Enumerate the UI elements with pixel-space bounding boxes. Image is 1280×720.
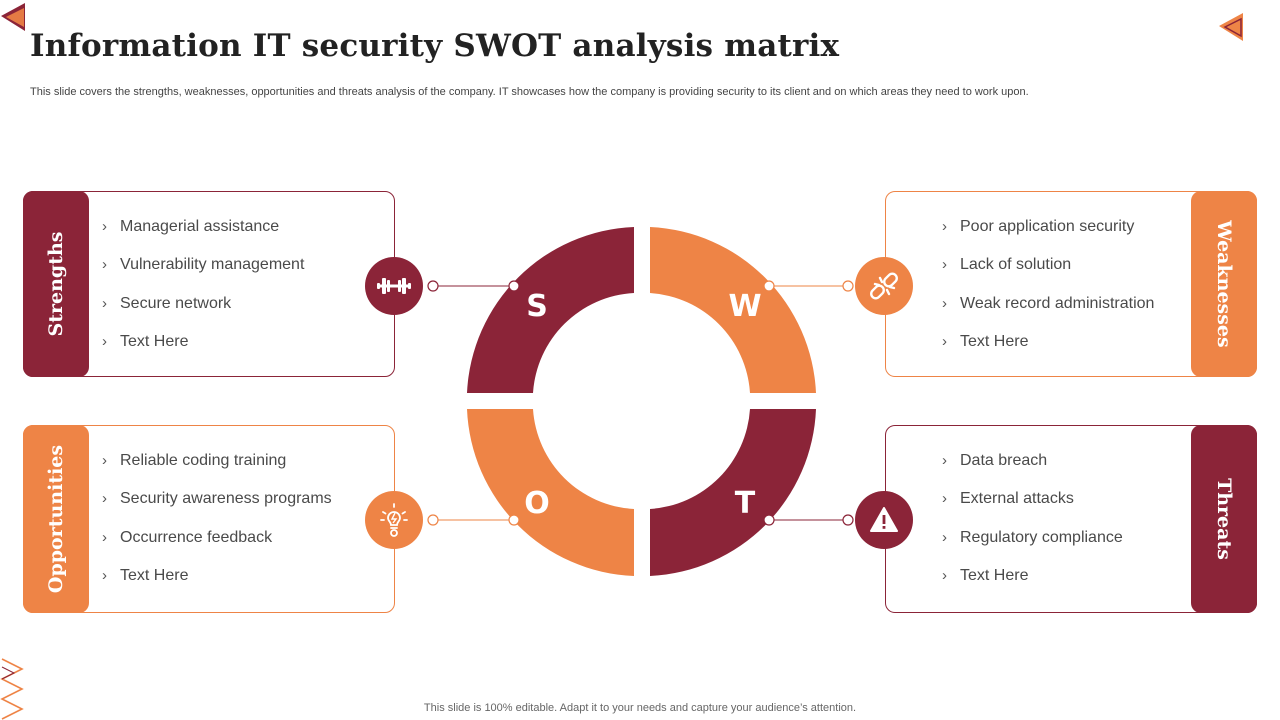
footer-note: This slide is 100% editable. Adapt it to… (423, 702, 857, 714)
threats-tab: Threats (1191, 425, 1257, 613)
strengths-label: Strengths (45, 231, 67, 337)
segment-o (467, 409, 634, 576)
chevron-right-icon: › (942, 256, 947, 274)
connector-weaknesses (763, 280, 854, 292)
weaknesses-tab: Weaknesses (1191, 191, 1257, 377)
chevron-right-icon: › (102, 566, 107, 584)
chevron-right-icon: › (942, 566, 947, 584)
chevron-right-icon: › (102, 294, 107, 312)
threats-card: Threats › Data breach › External attacks ›… (885, 425, 1257, 613)
chevron-right-icon: › (102, 332, 107, 350)
list-item: › Managerial assistance (102, 218, 280, 235)
letter-t: T (735, 486, 756, 521)
list-item: › Reliable coding training (102, 452, 287, 469)
chevron-right-icon: › (942, 528, 947, 546)
list-item: › Regulatory compliance (942, 528, 1123, 546)
list-item: › Text Here (102, 332, 189, 350)
list-item: › Text Here (942, 332, 1029, 350)
weaknesses-card: Weaknesses › Poor application security › L… (885, 191, 1257, 377)
weaknesses-list: › Poor application security › Lack of solu… (942, 218, 1154, 371)
list-item: › Poor application security (942, 218, 1135, 235)
list-item: › Weak record administration (942, 294, 1155, 312)
connector-strengths (427, 280, 520, 292)
strengths-tab: Strengths (23, 191, 89, 377)
list-item: › Text Here (942, 566, 1029, 584)
warning-icon (855, 491, 913, 549)
segment-s (467, 227, 634, 393)
opportunities-list: › Reliable coding training › Security awar… (102, 452, 332, 605)
weaknesses-label: Weaknesses (1213, 220, 1235, 348)
chevron-right-icon: › (942, 490, 947, 508)
broken-link-icon (855, 257, 913, 315)
corner-triangle-top-left (1, 3, 25, 31)
chevron-right-icon: › (102, 452, 107, 469)
connector-opportunities (427, 514, 520, 526)
threats-list: › Data breach › External attacks › Regulato… (942, 452, 1123, 605)
threats-label: Threats (1213, 478, 1235, 560)
letter-s: S (526, 289, 548, 324)
chevron-right-icon: › (102, 256, 107, 274)
letter-w: W (728, 289, 761, 324)
dumbbell-icon (365, 257, 423, 315)
chevron-right-icon: › (102, 528, 107, 546)
connector-threats (763, 514, 854, 526)
corner-triangle-top-right (1219, 13, 1243, 41)
list-item: › Occurrence feedback (102, 528, 273, 546)
segment-w (650, 227, 816, 393)
chevron-right-icon: › (102, 490, 107, 508)
list-item: › Data breach (942, 452, 1048, 469)
list-item: › Secure network (102, 294, 232, 312)
lightbulb-gear-icon (365, 491, 423, 549)
list-item: › Security awareness programs (102, 490, 332, 508)
page-title: Information IT security SWOT analysis ma… (30, 28, 840, 64)
opportunities-label: Opportunities (45, 444, 67, 594)
list-item: › Vulnerability management (102, 256, 305, 274)
list-item: › External attacks (942, 490, 1074, 508)
chevron-right-icon: › (102, 218, 107, 235)
page-subtitle: This slide covers the strengths, weaknes… (30, 86, 1029, 98)
chevron-right-icon: › (942, 452, 947, 469)
chevron-right-icon: › (942, 332, 947, 350)
strengths-card: Strengths › Managerial assistance › Vulner… (23, 191, 395, 377)
opportunities-tab: Opportunities (23, 425, 89, 613)
opportunities-card: Opportunities › Reliable coding training … (23, 425, 395, 613)
zigzag-decoration (0, 658, 24, 720)
chevron-right-icon: › (942, 294, 947, 312)
letter-o: O (524, 486, 550, 521)
segment-t (650, 409, 816, 576)
strengths-list: › Managerial assistance › Vulnerability ma… (102, 218, 304, 371)
list-item: › Text Here (102, 566, 189, 584)
list-item: › Lack of solution (942, 256, 1072, 274)
chevron-right-icon: › (942, 218, 947, 235)
